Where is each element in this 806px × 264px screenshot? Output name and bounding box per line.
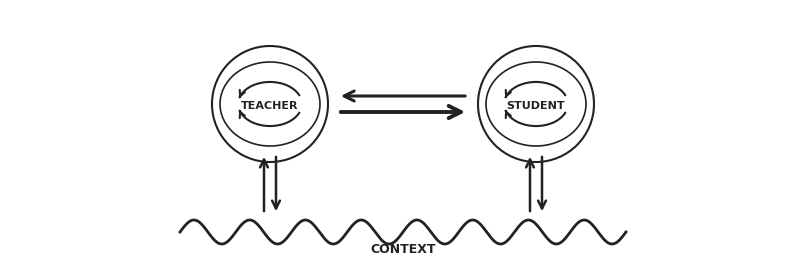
Text: STUDENT: STUDENT [507, 101, 565, 111]
Text: TEACHER: TEACHER [241, 101, 299, 111]
Text: CONTEXT: CONTEXT [370, 243, 436, 256]
